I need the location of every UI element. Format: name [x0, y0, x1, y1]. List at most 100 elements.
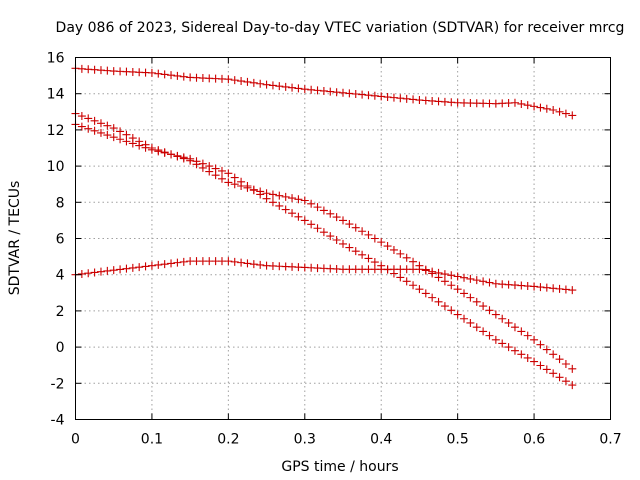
data-point-plus	[249, 186, 258, 195]
data-point-plus	[351, 223, 360, 232]
data-point-plus	[351, 247, 360, 256]
y-tick-label: 0	[56, 340, 65, 356]
data-point-plus	[498, 314, 507, 323]
data-point-plus	[128, 139, 137, 148]
data-point-plus	[415, 265, 424, 274]
x-tick-label: 0.3	[294, 432, 316, 448]
data-point-plus	[313, 203, 322, 212]
data-point-plus	[154, 260, 163, 269]
data-point-plus	[396, 94, 405, 103]
data-point-plus	[491, 310, 500, 319]
data-point-plus	[447, 271, 456, 280]
axis-ticks: -4 -2 0 2 4 6 8 10 12 14 16 0 0.1 0.2 0.3 0.4 0.5 0.6 0.7	[47, 51, 622, 448]
data-point-plus	[555, 284, 564, 293]
data-point-plus	[530, 102, 539, 111]
data-point-plus	[281, 192, 290, 201]
y-tick-label: 16	[47, 51, 65, 67]
data-point-plus	[402, 277, 411, 286]
data-point-plus	[116, 135, 125, 144]
data-point-plus	[568, 364, 577, 373]
data-point-plus	[147, 68, 156, 77]
x-tick-label: 0.2	[217, 432, 239, 448]
data-point-plus	[510, 346, 519, 355]
data-point-plus	[192, 157, 201, 166]
data-point-plus	[224, 178, 233, 187]
y-tick-label: -4	[51, 413, 65, 429]
data-point-plus	[389, 93, 398, 102]
data-point-plus	[84, 124, 93, 133]
data-point-plus	[116, 127, 125, 136]
data-point-plus	[396, 273, 405, 282]
x-tick-label: 0.5	[447, 432, 469, 448]
data-point-plus	[332, 213, 341, 222]
data-point-plus	[122, 264, 131, 273]
data-point-plus	[491, 335, 500, 344]
data-point-plus	[217, 174, 226, 183]
data-point-plus	[256, 79, 265, 88]
data-point-plus	[472, 323, 481, 332]
data-point-plus	[77, 122, 86, 131]
y-axis-label: SDTVAR / TECUs	[7, 181, 23, 296]
data-point-plus	[549, 369, 558, 378]
data-point-plus	[345, 220, 354, 229]
y-tick-label: -2	[51, 376, 65, 392]
data-point-plus	[396, 249, 405, 258]
data-point-plus	[90, 268, 99, 277]
data-point-plus	[122, 137, 131, 146]
data-point-plus	[249, 260, 258, 269]
data-point-plus	[542, 104, 551, 113]
data-point-plus	[530, 335, 539, 344]
data-point-plus	[555, 355, 564, 364]
data-point-plus	[409, 257, 418, 266]
data-point-plus	[268, 81, 277, 90]
data-point-plus	[434, 268, 443, 277]
data-point-plus	[485, 278, 494, 287]
data-point-plus	[211, 164, 220, 173]
data-point-plus	[179, 153, 188, 162]
data-point-plus	[523, 353, 532, 362]
data-point-plus	[243, 182, 252, 191]
data-point-plus	[179, 257, 188, 266]
data-point-plus	[288, 194, 297, 203]
data-point-plus	[542, 283, 551, 292]
data-point-plus	[485, 331, 494, 340]
data-point-plus	[415, 285, 424, 294]
data-points	[71, 64, 577, 390]
y-tick-label: 12	[47, 123, 65, 139]
data-point-plus	[84, 269, 93, 278]
data-point-plus	[402, 253, 411, 262]
y-tick-label: 8	[56, 195, 65, 211]
data-point-plus	[288, 83, 297, 92]
data-point-plus	[402, 94, 411, 103]
data-point-plus	[147, 261, 156, 270]
data-point-plus	[167, 150, 176, 159]
data-point-plus	[319, 206, 328, 215]
data-point-plus	[358, 227, 367, 236]
data-point-plus	[332, 236, 341, 245]
data-point-plus	[275, 191, 284, 200]
data-point-plus	[447, 281, 456, 290]
data-point-plus	[243, 77, 252, 86]
data-point-plus	[517, 350, 526, 359]
data-point-plus	[326, 87, 335, 96]
data-point-plus	[530, 357, 539, 366]
data-point-plus	[377, 238, 386, 247]
data-point-plus	[339, 216, 347, 225]
data-point-plus	[281, 205, 290, 214]
data-point-plus	[135, 263, 144, 272]
data-point-plus	[262, 194, 271, 203]
series-series-3	[71, 120, 577, 390]
data-point-plus	[549, 350, 558, 359]
data-point-plus	[288, 209, 297, 218]
data-point-plus	[116, 265, 125, 274]
data-point-plus	[109, 133, 118, 142]
x-tick-label: 0.1	[141, 432, 163, 448]
data-point-plus	[549, 105, 558, 114]
data-point-plus	[364, 254, 373, 263]
data-point-plus	[440, 270, 449, 279]
data-point-plus	[536, 340, 545, 349]
data-point-plus	[90, 116, 99, 125]
data-point-plus	[275, 82, 284, 91]
data-point-plus	[421, 289, 430, 298]
data-point-plus	[364, 91, 373, 100]
